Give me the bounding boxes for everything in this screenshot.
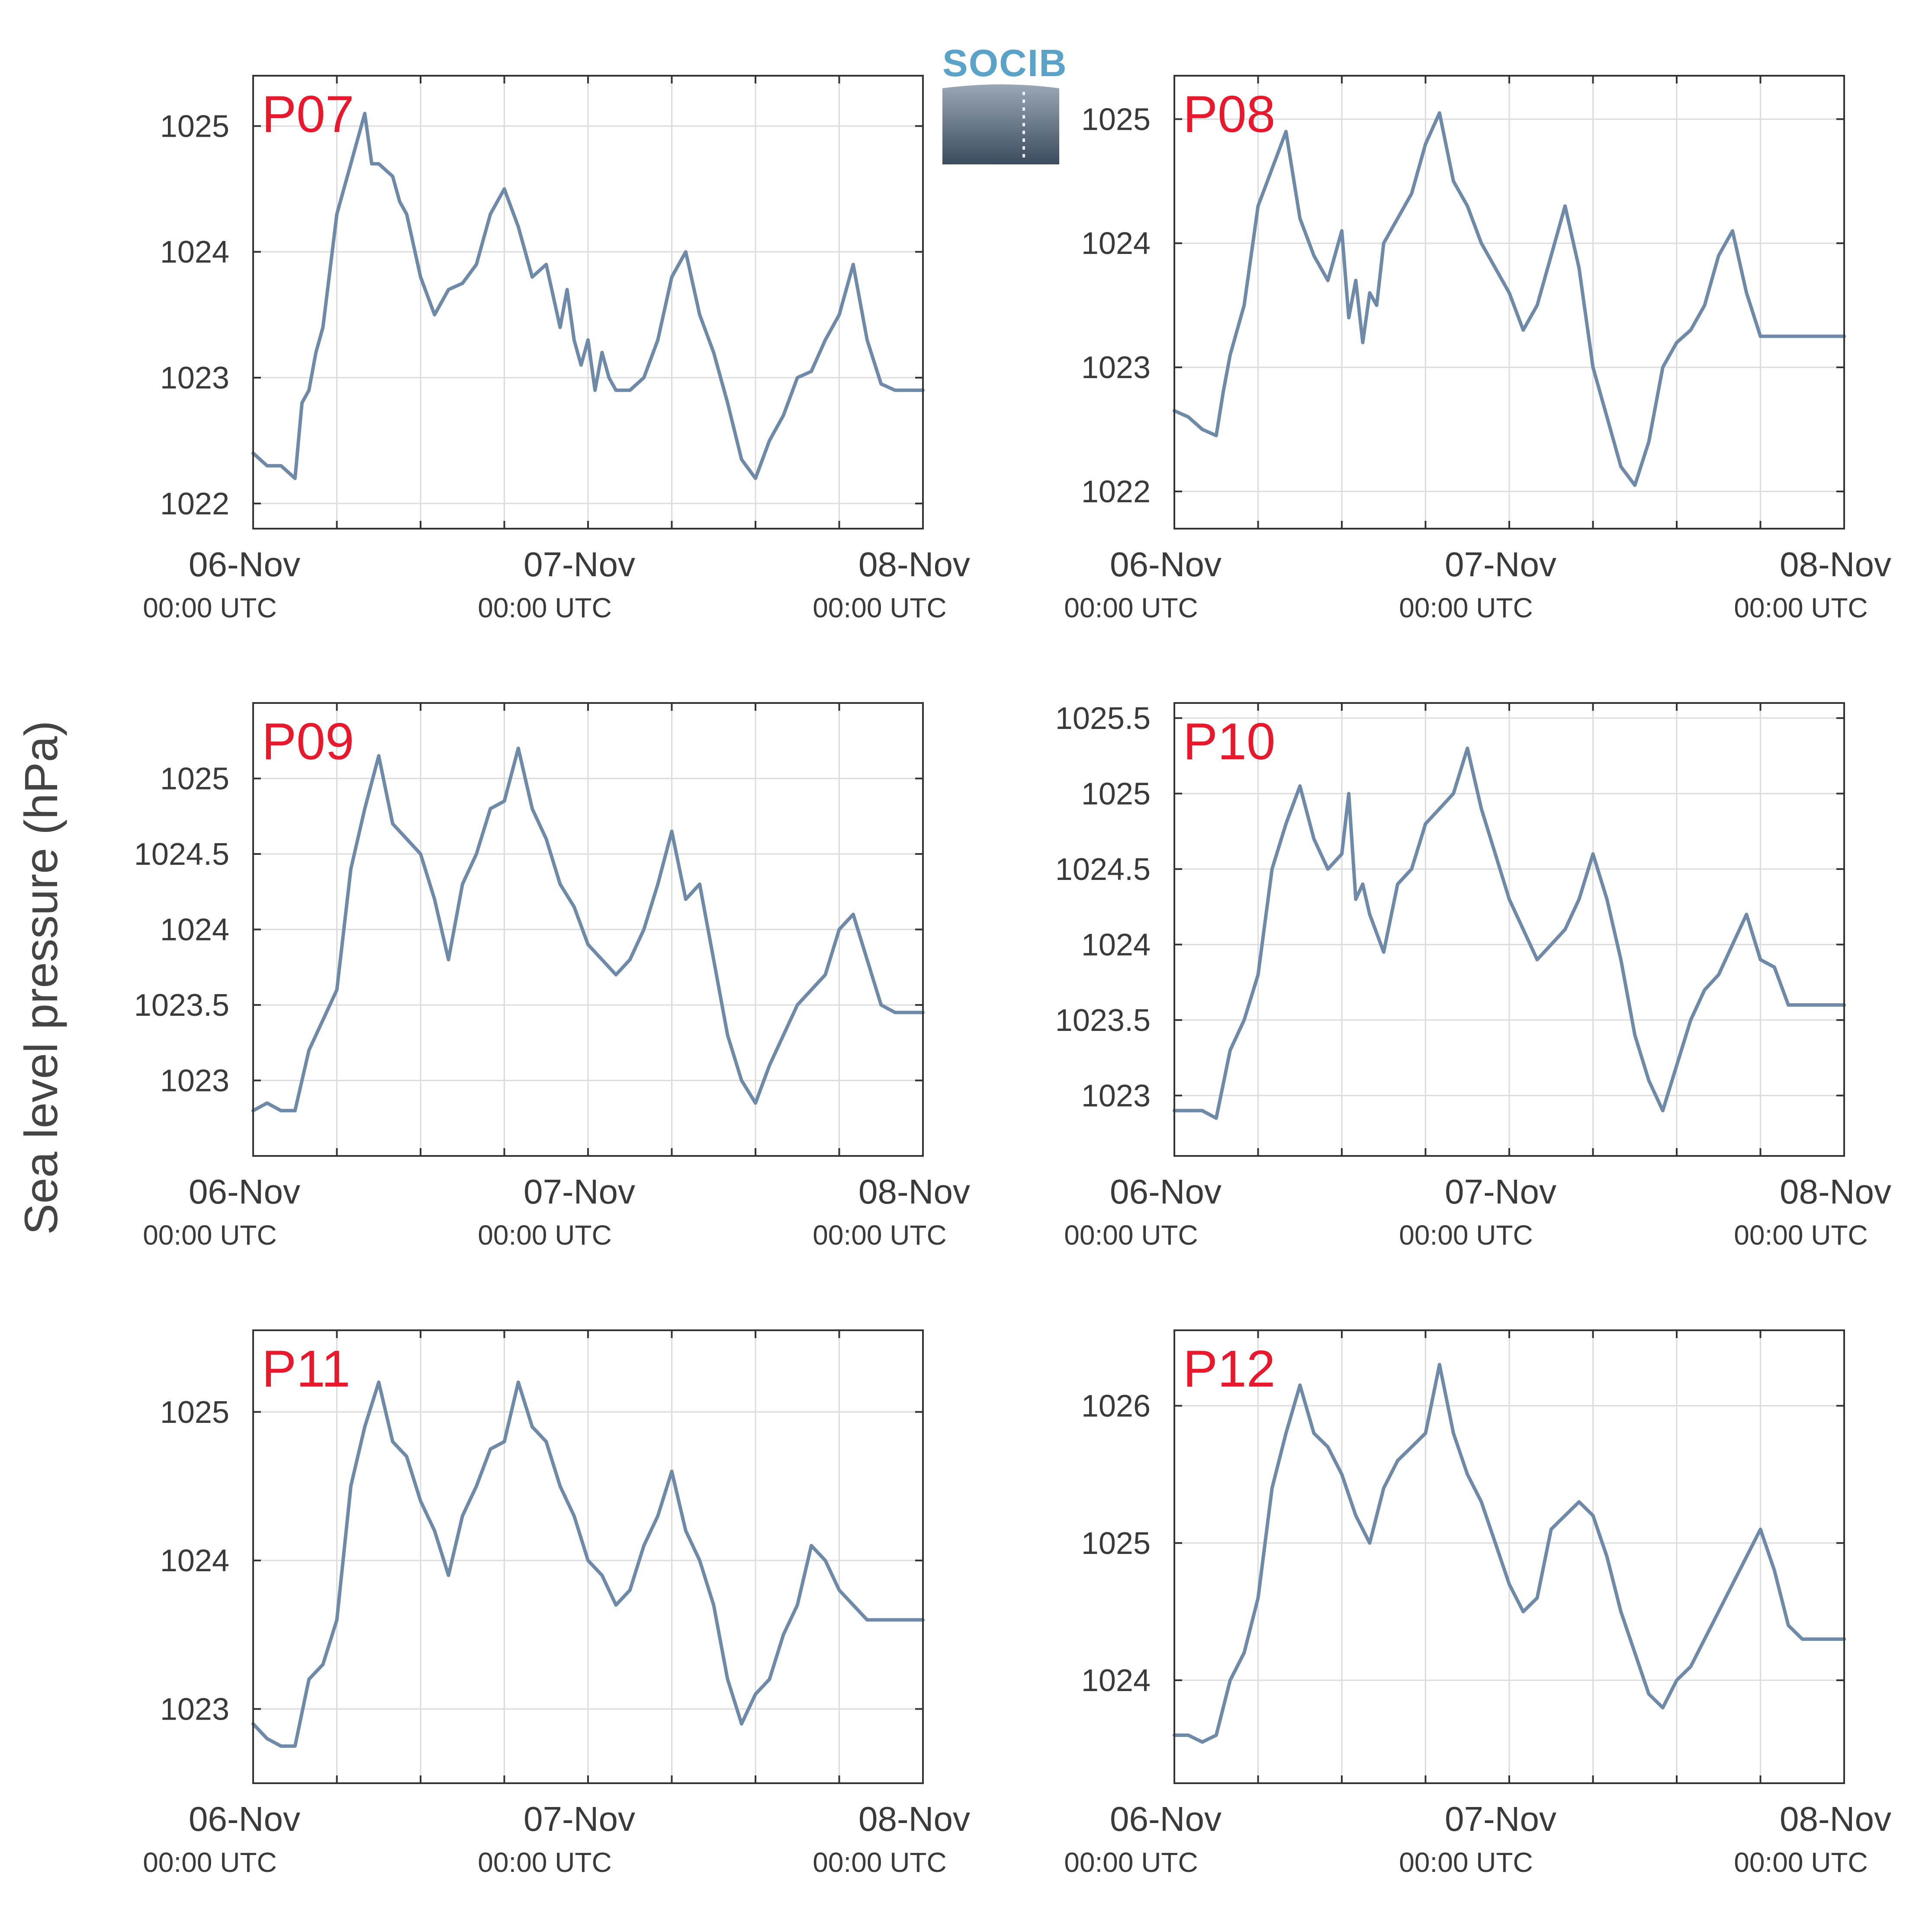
y-tick-label: 1023 [160,1064,229,1098]
x-tick-label-time: 00:00 UTC [813,592,946,623]
y-tick-label: 1025 [1081,1526,1151,1561]
plot-frame [252,1329,924,1784]
y-tick-label: 1024 [1081,226,1151,261]
x-tick-label-date: 06-Nov [189,1172,300,1211]
x-tick-label-time: 00:00 UTC [478,592,611,623]
x-tick-label-time: 00:00 UTC [478,1847,611,1878]
y-tick-label: 1025 [1081,777,1151,811]
x-tick-label-date: 07-Nov [524,1800,635,1838]
x-tick-label-time: 00:00 UTC [1064,1220,1198,1251]
panel-label: P08 [1183,85,1276,143]
x-tick-label-date: 07-Nov [1445,545,1556,584]
x-tick-label-date: 08-Nov [1780,1800,1891,1838]
plot-frame [1173,702,1845,1157]
series-line-p12 [1173,1363,1846,1744]
panel-label: P07 [262,85,354,143]
y-tick-label: 1024.5 [134,837,229,872]
x-tick-label-time: 00:00 UTC [1734,592,1868,623]
y-tick-label: 1023 [1081,1078,1151,1113]
y-tick-label: 1022 [160,487,229,521]
x-tick-label-date: 08-Nov [858,1172,970,1211]
y-tick-label: 1024 [160,913,229,947]
x-tick-label-time: 00:00 UTC [478,1220,611,1251]
y-tick-label: 1025.5 [1055,701,1151,736]
y-tick-label: 1024 [160,235,229,270]
x-tick-label-date: 07-Nov [524,1172,635,1211]
y-tick-label: 1023 [1081,350,1151,385]
x-tick-label-time: 00:00 UTC [1064,1847,1198,1878]
y-tick-label: 1025 [160,1395,229,1430]
logo-text: SOCIB [942,42,1067,84]
x-tick-label-date: 08-Nov [858,545,970,584]
x-tick-label-date: 08-Nov [858,1800,970,1838]
y-tick-label: 1025 [1081,102,1151,137]
x-tick-label-date: 06-Nov [1110,1800,1222,1838]
panel-label: P11 [262,1340,350,1398]
y-tick-label: 1025 [160,762,229,796]
x-tick-label-time: 00:00 UTC [1734,1847,1868,1878]
x-tick-label-date: 07-Nov [1445,1800,1556,1838]
x-tick-label-date: 06-Nov [1110,545,1222,584]
x-tick-label-date: 06-Nov [189,545,300,584]
series-line-p10 [1173,746,1846,1120]
panel-label: P09 [262,713,354,770]
series-line-p07 [251,112,925,480]
plot-frame [1173,1329,1845,1784]
panel-label: P10 [1183,713,1276,770]
x-tick-label-time: 00:00 UTC [1399,1847,1533,1878]
x-tick-label-date: 06-Nov [1110,1172,1222,1211]
plot-frame [1173,75,1845,530]
y-tick-label: 1026 [1081,1389,1151,1424]
y-tick-label: 1023 [160,361,229,395]
y-tick-label: 1025 [160,109,229,144]
x-tick-label-date: 06-Nov [189,1800,300,1838]
series-line-p08 [1173,111,1846,487]
panel-label: P12 [1183,1340,1276,1398]
x-tick-label-time: 00:00 UTC [143,592,276,623]
x-tick-label-time: 00:00 UTC [1399,592,1533,623]
y-tick-label: 1023.5 [1055,1003,1151,1038]
y-tick-label: 1024.5 [1055,852,1151,887]
y-tick-label: 1024 [160,1544,229,1578]
socib-logo: SOCIB [942,42,1067,164]
y-tick-label: 1023 [160,1692,229,1727]
x-tick-label-time: 00:00 UTC [1064,592,1198,623]
series-line-p11 [251,1380,925,1748]
x-tick-label-date: 07-Nov [1445,1172,1556,1211]
x-tick-label-time: 00:00 UTC [1399,1220,1533,1251]
plot-frame [252,702,924,1157]
x-tick-label-time: 00:00 UTC [143,1847,276,1878]
x-tick-label-date: 08-Nov [1780,545,1891,584]
y-tick-label: 1024 [1081,1663,1151,1698]
plot-frame [252,75,924,530]
x-tick-label-time: 00:00 UTC [813,1847,946,1878]
x-tick-label-date: 08-Nov [1780,1172,1891,1211]
y-tick-label: 1024 [1081,928,1151,962]
x-tick-label-date: 07-Nov [524,545,635,584]
y-tick-label: 1022 [1081,475,1151,509]
series-line-p09 [251,746,925,1113]
logo-graphic [942,84,1059,164]
x-tick-label-time: 00:00 UTC [1734,1220,1868,1251]
y-tick-label: 1023.5 [134,988,229,1023]
x-tick-label-time: 00:00 UTC [143,1220,276,1251]
x-tick-label-time: 00:00 UTC [813,1220,946,1251]
